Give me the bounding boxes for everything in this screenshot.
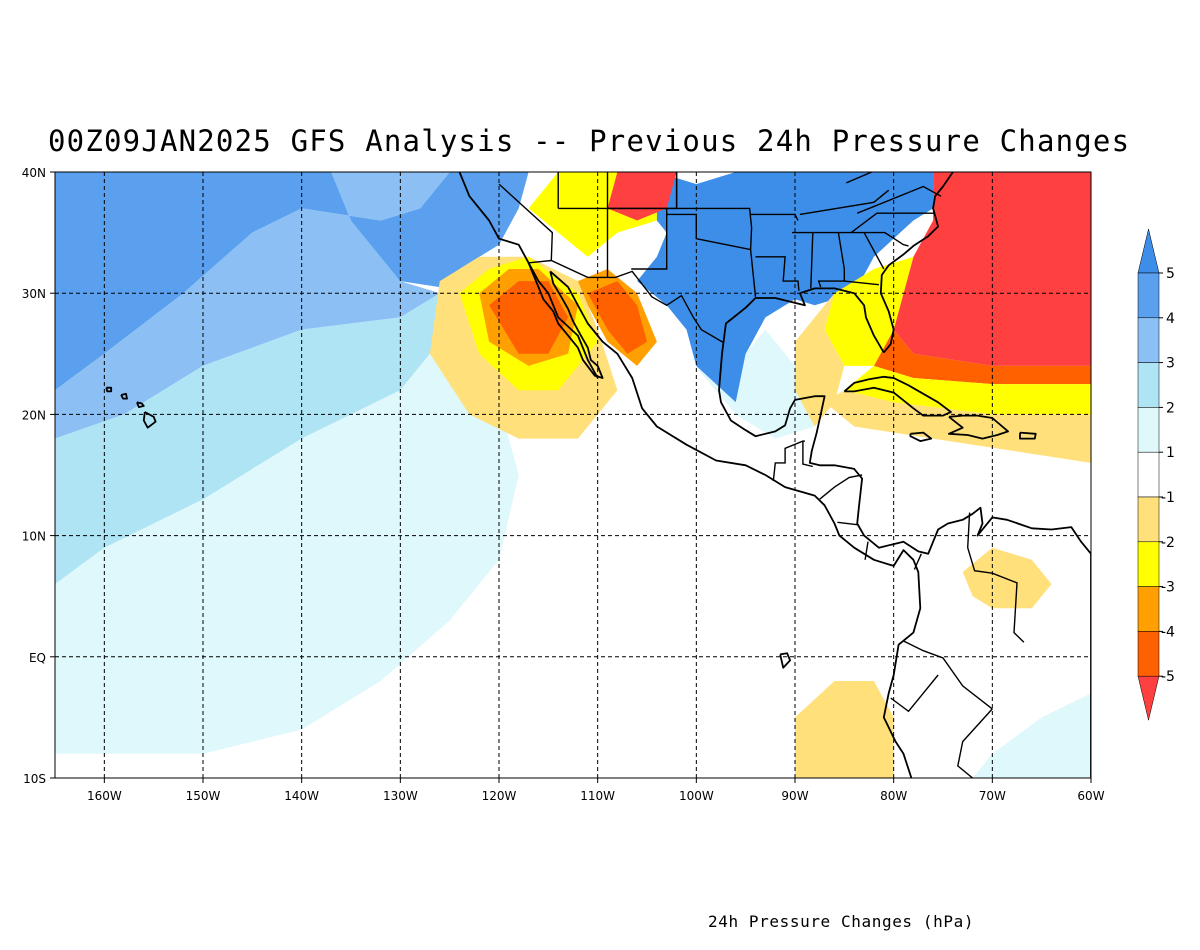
lon-tick-label: 120W [482, 789, 517, 803]
border-central-america-borders [802, 441, 813, 468]
border-us-state-lines-ca-nv [498, 183, 554, 261]
lon-tick-label: 100W [679, 789, 714, 803]
region-fall-1-ecuador-offshore [795, 681, 894, 778]
coastline-galapagos [779, 652, 791, 669]
border-nicaragua-costa-rica [837, 521, 858, 526]
colorbar-label: 4 [1166, 311, 1175, 327]
colorbar-bottom-arrow [1137, 675, 1160, 721]
lon-tick-label: 160W [87, 789, 122, 803]
region-fall-1-caribbean [824, 390, 1091, 463]
colorbar-label: -1 [1161, 490, 1175, 506]
lon-tick-label: 110W [580, 789, 615, 803]
border-panama-colombia [913, 553, 922, 570]
colorbar-label: 3 [1166, 356, 1175, 372]
lon-tick-label: 150W [186, 789, 221, 803]
region-fall-5-atlantic [893, 172, 1091, 366]
colorbar-label: 5 [1166, 266, 1175, 282]
lon-tick-label: 80W [880, 789, 907, 803]
coastline-baja-california [527, 262, 604, 379]
lon-tick-label: 60W [1077, 789, 1104, 803]
colorbar-swatch [1137, 541, 1160, 587]
colorbar-label: -4 [1161, 624, 1175, 640]
colorbar-title: 24h Pressure Changes (hPa) [708, 912, 975, 931]
border-costa-rica-panama [864, 541, 869, 560]
coastline-puerto-rico [1019, 431, 1037, 440]
lat-tick-label: 40N [22, 166, 46, 180]
coastline-hawaii-oahu [120, 392, 128, 400]
border-us-state-lines-co [606, 172, 678, 210]
border-us-state-lines-tn [792, 212, 935, 234]
colorbar-label: 1 [1166, 445, 1175, 461]
region-fall-4-baja [489, 281, 569, 354]
colorbar-swatch [1137, 586, 1160, 632]
border-us-state-lines-ok [666, 207, 753, 250]
map-title: 00Z09JAN2025 GFS Analysis -- Previous 24… [48, 124, 1131, 158]
border-us-state-lines-oh-wv [846, 172, 874, 184]
region-rise-1-south-atlantic [972, 693, 1091, 778]
border-colombia-ecuador-peru [903, 640, 993, 710]
coastline-us-atlantic-coast [879, 172, 954, 354]
lon-tick-label: 70W [979, 789, 1006, 803]
border-peru-brazil [957, 708, 993, 778]
coastline-north-america-pacific-coast [458, 172, 599, 379]
colorbar-swatch [1137, 272, 1160, 319]
colorbar-swatch [1137, 451, 1160, 498]
colorbar-label: -5 [1161, 669, 1175, 685]
border-us-state-lines-ga-fl [844, 280, 879, 286]
lat-tick-label: 10N [22, 530, 46, 544]
border-us-state-lines-south [755, 256, 800, 291]
coastline-gulf-of-mexico-coast [718, 287, 1091, 555]
coastline-hispaniola [948, 414, 1009, 440]
coastline-cuba [843, 375, 952, 417]
region-fall-2-florida [824, 256, 914, 366]
border-us-state-lines-ga-sc [863, 232, 885, 270]
border-us-state-lines-ia [738, 165, 781, 168]
colorbar-label: 2 [1166, 400, 1175, 416]
lat-tick-label: 10S [23, 772, 46, 786]
region-fall-4-sonora [587, 281, 647, 354]
coastline-gulf-of-california-east-coast [549, 270, 922, 778]
lon-tick-label: 130W [383, 789, 418, 803]
region-fall-4-atlantic [873, 329, 1091, 385]
region-rise-5-north-pacific [55, 172, 529, 391]
lat-tick-label: EQ [29, 651, 46, 665]
region-fall-1-gulf-of-mexico [795, 293, 845, 427]
colorbar-swatch [1137, 362, 1160, 408]
colorbar: 5 4 3 2 1 -1 -2 -3 -4 -5 [1137, 228, 1175, 721]
region-rise-4-north-pacific [55, 172, 450, 439]
graticule [55, 172, 1091, 778]
region-rise-1-gulf-edge [696, 329, 825, 439]
coastline-layer [105, 165, 1091, 778]
colorbar-swatch [1137, 631, 1160, 677]
colorbar-swatch [1137, 317, 1160, 363]
coastline-hawaii-maui [136, 401, 145, 409]
border-honduras-nicaragua [819, 474, 863, 500]
border-us-state-lines-ms-al [810, 232, 814, 289]
colorbar-label: -2 [1161, 535, 1175, 551]
border-ecuador-peru [890, 674, 939, 713]
lat-tick-label: 20N [22, 408, 46, 422]
region-fall-1-northern-south-america [962, 547, 1052, 609]
colorbar-label: -3 [1161, 580, 1175, 596]
map-frame [54, 171, 1092, 779]
lat-tick-label: 30N [22, 287, 46, 301]
lon-tick-label: 140W [284, 789, 319, 803]
colorbar-top-arrow [1137, 228, 1160, 274]
border-us-state-lines-ky [799, 189, 890, 216]
coastline-jamaica [909, 431, 933, 443]
border-us-state-lines-va-md [856, 185, 942, 214]
border-us-state-lines-carolinas [851, 231, 909, 247]
axis-ticks: 160W 150W 140W 130W 120W 110W 100W 90W 80W 70W 60W… [22, 166, 1105, 803]
colorbar-swatch [1137, 407, 1160, 453]
lon-tick-label: 90W [781, 789, 808, 803]
colorbar-swatch [1137, 496, 1160, 543]
coastline-hawaii-big-island [142, 411, 157, 429]
coastline-hawaii-kauai [105, 386, 113, 393]
